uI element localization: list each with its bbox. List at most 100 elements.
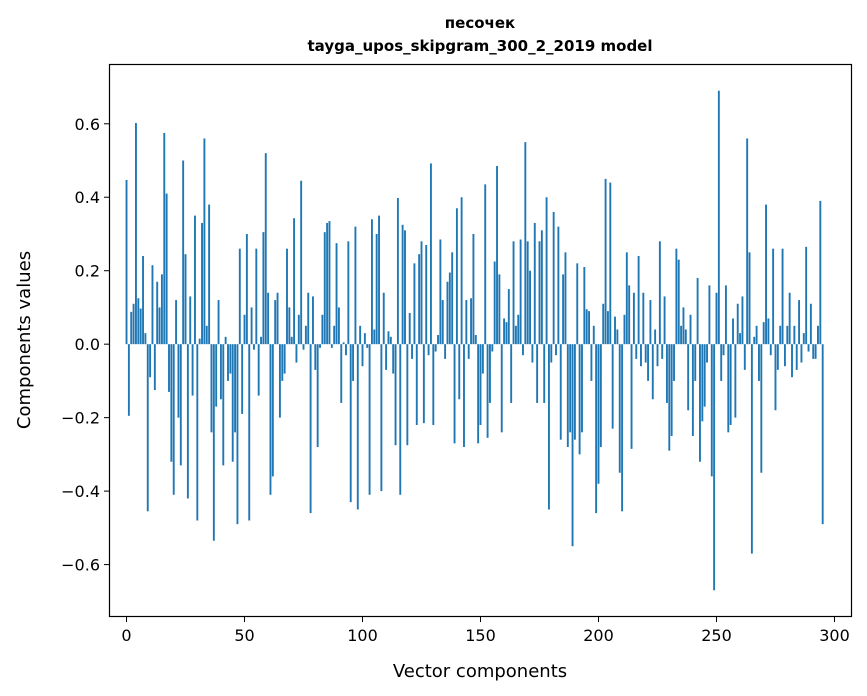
bar — [217, 300, 220, 345]
bar — [765, 204, 767, 345]
bar — [758, 344, 760, 381]
bar — [455, 208, 458, 345]
bar — [696, 278, 699, 345]
bar — [614, 316, 616, 345]
bar — [286, 248, 288, 345]
bar — [356, 344, 359, 510]
bar — [363, 333, 366, 345]
bar — [437, 334, 439, 345]
bar — [139, 308, 142, 345]
bar — [611, 344, 614, 429]
bar — [703, 344, 706, 407]
bar — [658, 241, 661, 345]
bar — [349, 344, 352, 503]
bar — [130, 311, 133, 345]
bar — [514, 325, 517, 345]
bar — [276, 292, 279, 345]
bar — [321, 314, 324, 345]
bar — [371, 219, 373, 345]
bar — [741, 296, 744, 345]
bar — [406, 344, 409, 446]
bar — [132, 303, 135, 345]
bar — [583, 267, 586, 345]
bar — [493, 261, 496, 345]
bar — [444, 344, 447, 359]
bar — [380, 344, 383, 492]
bar — [552, 211, 555, 345]
bar — [222, 344, 225, 466]
bar — [373, 329, 376, 345]
y-tick-label: 0.4 — [75, 188, 100, 207]
bar — [491, 344, 494, 352]
bar — [654, 329, 657, 345]
bar — [557, 226, 560, 345]
bar — [807, 344, 810, 352]
bar — [283, 344, 286, 374]
bar — [540, 230, 543, 345]
bar — [489, 344, 491, 403]
bar — [156, 281, 159, 345]
bar — [632, 292, 635, 345]
bar — [212, 344, 215, 541]
bar — [727, 344, 730, 433]
bar — [665, 344, 668, 403]
bar — [250, 307, 253, 345]
x-tick-label: 50 — [234, 626, 254, 645]
bar — [760, 344, 763, 473]
bar — [547, 344, 550, 510]
bar — [724, 285, 727, 345]
bar — [441, 300, 444, 345]
bar — [458, 344, 461, 400]
bar — [271, 344, 274, 477]
bar — [706, 344, 708, 363]
bar — [427, 344, 430, 356]
bar — [194, 215, 196, 345]
bar — [288, 307, 291, 345]
bar — [755, 325, 758, 345]
bar — [269, 344, 272, 495]
bar — [175, 300, 178, 345]
bar — [673, 344, 675, 381]
bar — [682, 307, 685, 345]
bar — [649, 300, 652, 345]
bar — [564, 252, 567, 345]
bar — [158, 307, 161, 345]
bar — [533, 222, 536, 345]
bar — [361, 344, 364, 367]
bar — [281, 344, 284, 381]
bar — [328, 221, 331, 345]
y-axis: −0.6 −0.4 −0.2 0.0 0.2 0.4 0.6 — [61, 115, 110, 575]
bar — [618, 344, 621, 473]
bar — [812, 344, 815, 359]
bar — [411, 344, 414, 359]
bar — [581, 344, 583, 433]
bar — [335, 243, 338, 345]
bar — [644, 344, 647, 363]
bar — [772, 248, 775, 345]
bar — [776, 344, 779, 370]
bar — [146, 344, 149, 512]
bar — [309, 344, 312, 514]
bar — [453, 344, 456, 444]
bar — [710, 344, 713, 477]
bar — [637, 256, 640, 345]
bar — [689, 314, 692, 345]
bar — [160, 274, 163, 345]
bar — [663, 296, 666, 345]
bar — [545, 197, 548, 345]
bar — [675, 248, 678, 345]
bar — [163, 132, 166, 345]
bar — [326, 222, 329, 345]
bar — [628, 285, 631, 345]
bar — [342, 342, 345, 345]
bar — [479, 344, 482, 425]
bar — [186, 344, 189, 499]
bar — [432, 344, 435, 425]
bar — [512, 241, 515, 345]
bar — [595, 344, 598, 514]
bar — [531, 344, 534, 363]
bar — [736, 303, 739, 345]
bar — [418, 254, 421, 345]
bar — [720, 344, 723, 381]
